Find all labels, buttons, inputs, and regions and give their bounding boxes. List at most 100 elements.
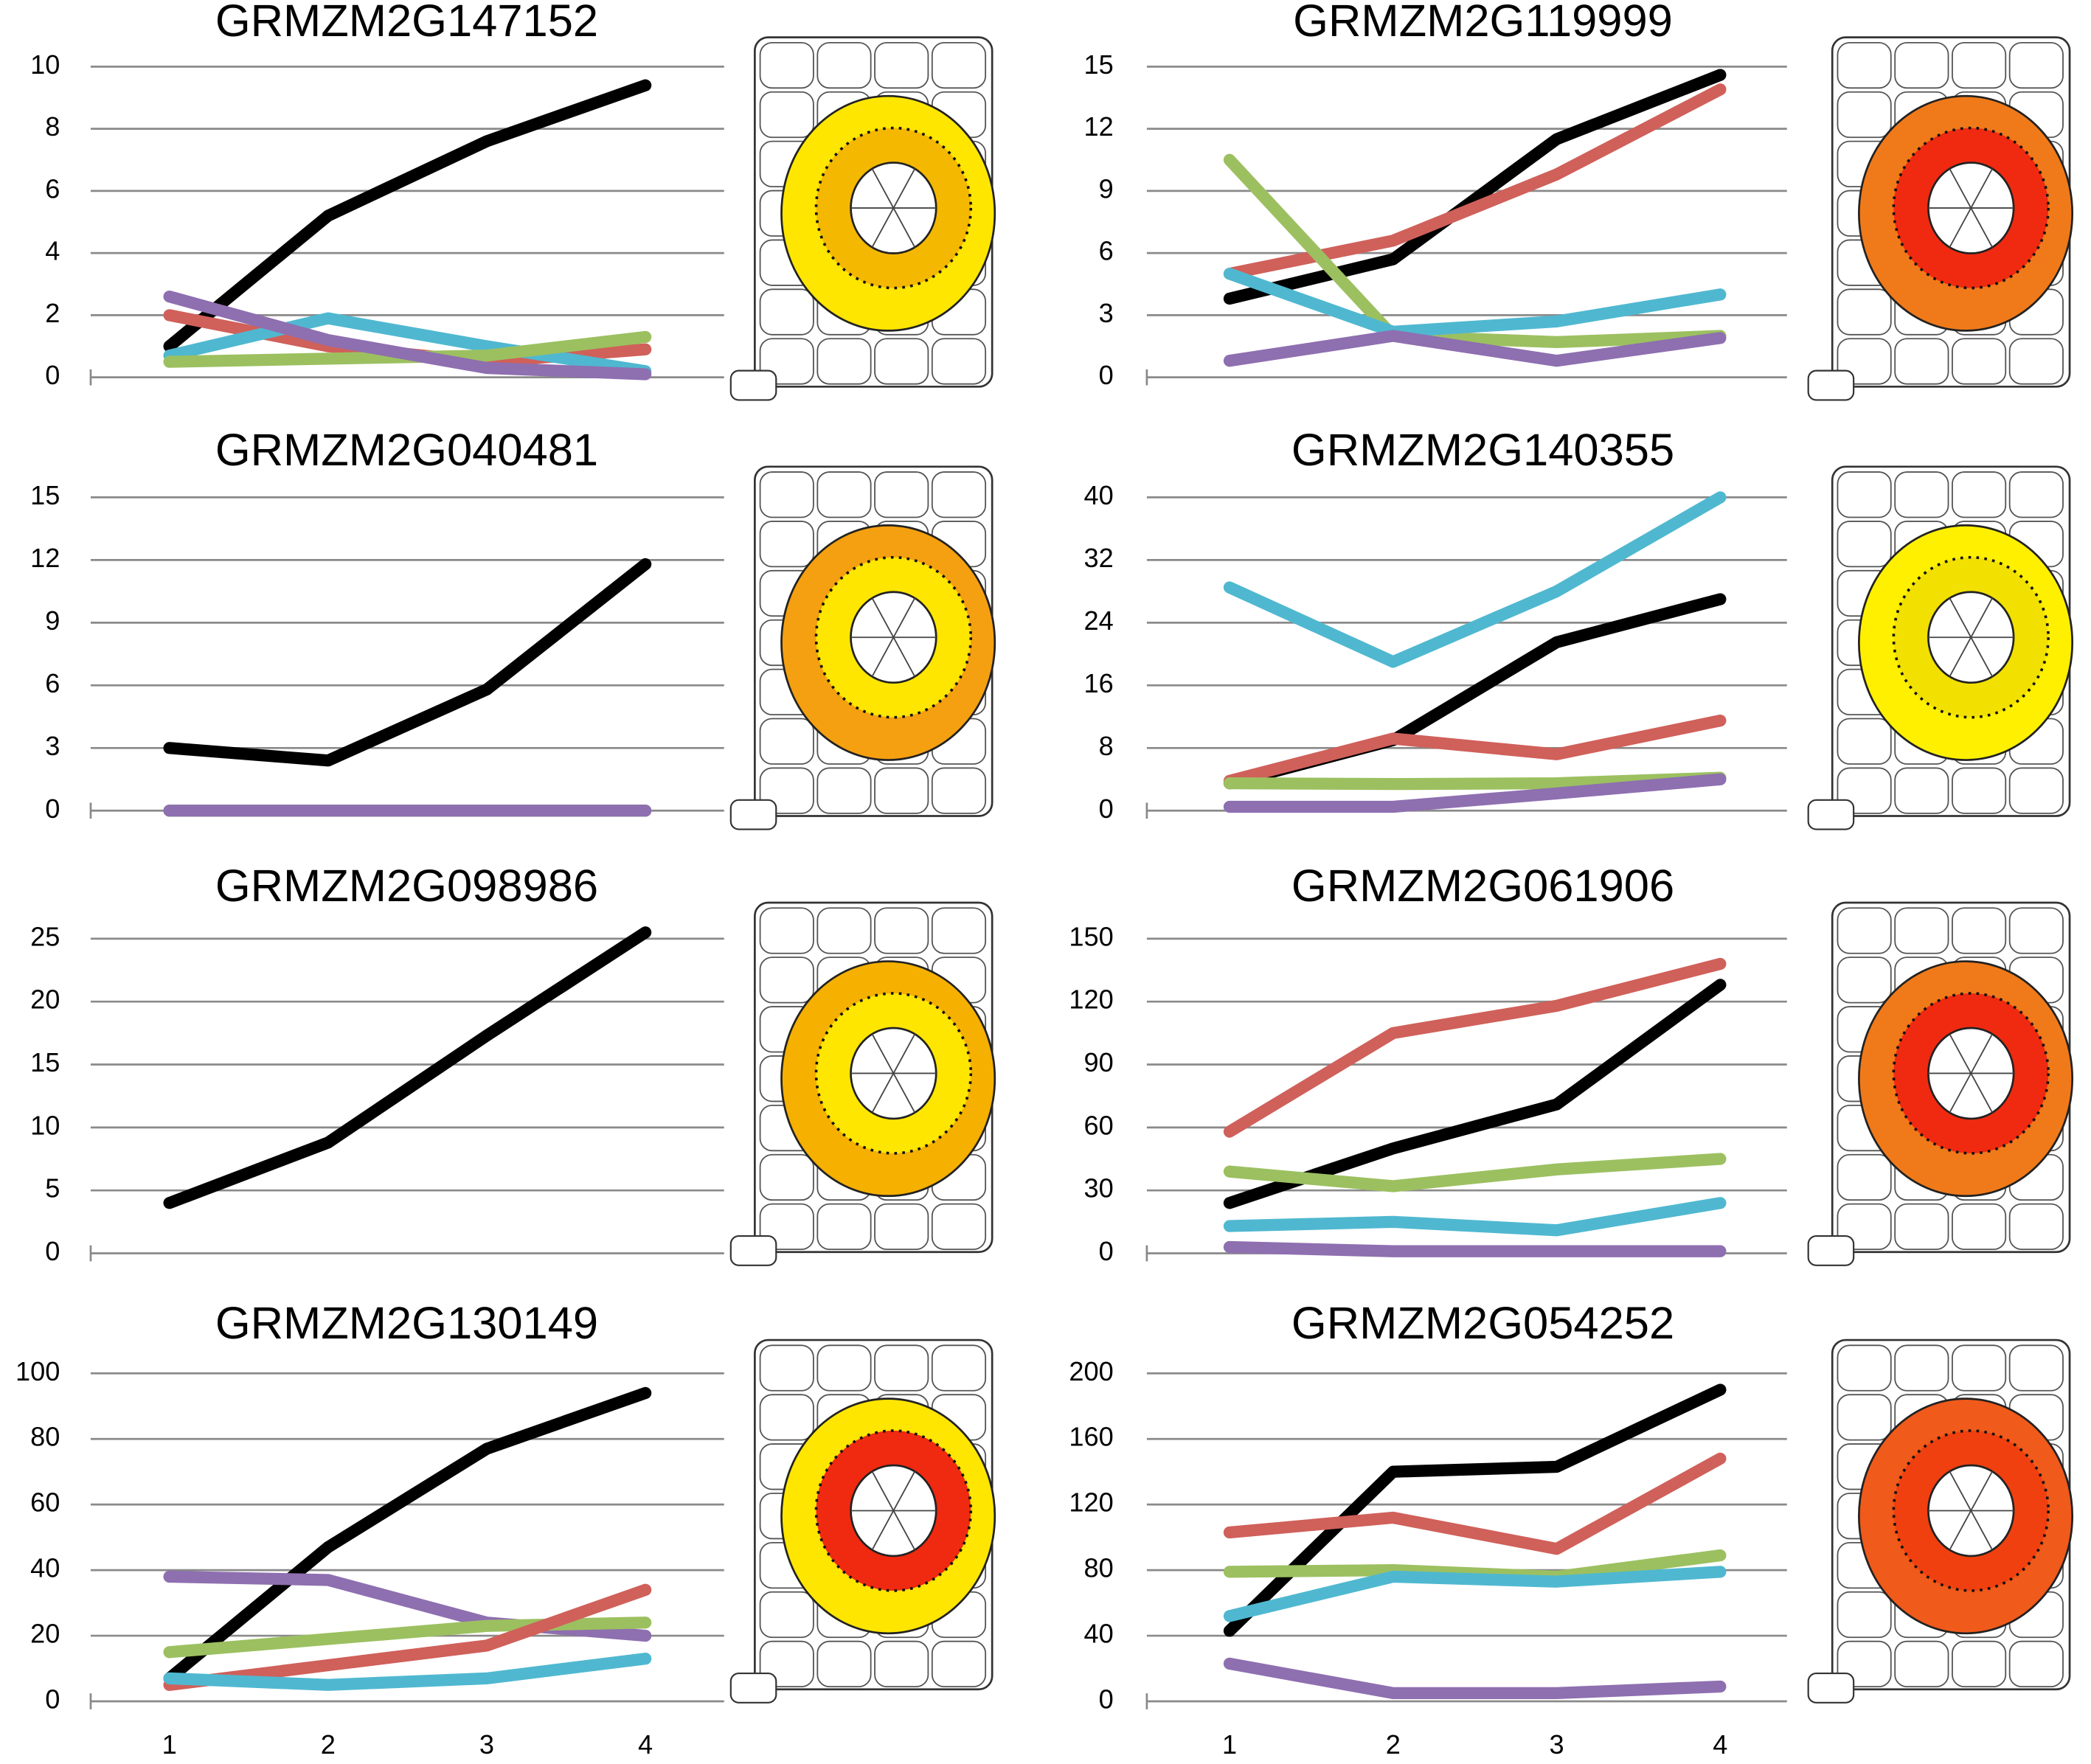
stele-line [892, 168, 916, 209]
cell [1952, 338, 2007, 385]
chart-title: GRMZM2G098986 [215, 861, 598, 911]
series-line [163, 1617, 652, 1659]
x-tick-label: 4 [1713, 1729, 1727, 1760]
cell [759, 1203, 814, 1251]
y-tick-label: 5 [45, 1173, 60, 1204]
cell [816, 767, 872, 814]
series-line [1223, 491, 1727, 668]
cell [1837, 1640, 1892, 1688]
stele-line [1970, 168, 1993, 209]
stele-line [1970, 1510, 1993, 1551]
cell [759, 767, 814, 814]
cell [816, 1640, 872, 1688]
stele-line [871, 1510, 895, 1551]
y-tick-label: 160 [1069, 1422, 1113, 1452]
stele-line [871, 1073, 895, 1114]
cell [1952, 41, 2007, 89]
stele-line [1970, 1470, 1993, 1511]
cell [1837, 1591, 1892, 1639]
cell [931, 767, 987, 814]
y-tick-label: 9 [45, 605, 60, 636]
stele-line [1949, 1073, 1972, 1114]
y-tick-label: 10 [30, 49, 60, 80]
cell [759, 718, 814, 765]
cell [816, 41, 872, 89]
y-tick-label: 8 [45, 111, 60, 142]
cell [759, 1640, 814, 1688]
stele-line [1970, 207, 1993, 248]
series-line [1223, 330, 1727, 367]
cell [1837, 1203, 1892, 1251]
chart-title: GRMZM2G130149 [215, 1298, 598, 1349]
cell [759, 1591, 814, 1639]
base-cell [1807, 369, 1855, 401]
cell [1952, 1640, 2007, 1688]
series-line [1223, 1566, 1727, 1622]
y-tick-label: 0 [1099, 1684, 1114, 1715]
cell [874, 1640, 929, 1688]
series-line [1223, 268, 1727, 338]
cell [1894, 338, 1949, 385]
stele-line [871, 207, 895, 248]
cell [874, 1344, 929, 1392]
cell [931, 1640, 987, 1688]
root-illustration [1807, 901, 2074, 1266]
y-tick-label: 16 [1083, 668, 1113, 698]
y-tick-label: 3 [1099, 298, 1114, 328]
y-tick-label: 100 [15, 1356, 60, 1386]
y-tick-label: 0 [45, 794, 60, 824]
series-line [163, 1653, 652, 1691]
y-tick-label: 20 [30, 985, 60, 1015]
cell [816, 471, 872, 518]
chart-title: GRMZM2G147152 [215, 0, 598, 46]
y-tick-label: 12 [30, 543, 60, 573]
cell [931, 1203, 987, 1251]
cell [1837, 1344, 1892, 1392]
y-tick-label: 24 [1083, 605, 1113, 636]
cell [759, 41, 814, 89]
cell [1894, 41, 1949, 89]
y-tick-label: 0 [45, 1236, 60, 1266]
y-tick-label: 25 [30, 921, 60, 951]
x-tick-label: 3 [1550, 1729, 1564, 1760]
stele-line [1949, 636, 1972, 677]
y-tick-label: 200 [1069, 1356, 1113, 1386]
y-tick-label: 40 [1083, 1619, 1113, 1649]
y-tick-label: 6 [1099, 236, 1114, 266]
y-tick-label: 150 [1069, 921, 1113, 951]
series-line [1223, 1383, 1727, 1637]
y-tick-label: 30 [1083, 1173, 1113, 1204]
y-tick-label: 15 [1083, 49, 1113, 80]
x-tick-label: 2 [1386, 1729, 1401, 1760]
cell [816, 1203, 872, 1251]
stele-line [1949, 597, 1972, 638]
series-line [1223, 83, 1727, 280]
y-tick-label: 40 [30, 1553, 60, 1583]
cell [2008, 338, 2064, 385]
cell [1837, 956, 1892, 1004]
cell [1837, 767, 1892, 814]
cell [1952, 907, 2007, 954]
cell [931, 41, 987, 89]
cell [931, 471, 987, 518]
cell [1894, 1344, 1949, 1392]
stele-line [892, 636, 916, 677]
cell [1952, 767, 2007, 814]
cell [874, 907, 929, 954]
chart-title: GRMZM2G040481 [215, 425, 598, 476]
cell [1837, 41, 1892, 89]
cell [759, 91, 814, 139]
chart-title: GRMZM2G140355 [1291, 425, 1674, 476]
stele-line [1970, 636, 1993, 677]
y-tick-label: 90 [1083, 1047, 1113, 1077]
base-cell [1807, 1235, 1855, 1266]
y-tick-label: 10 [30, 1110, 60, 1140]
series-line [1223, 957, 1727, 1138]
series-line [163, 79, 652, 353]
cell [2008, 41, 2064, 89]
base-cell [1807, 799, 1855, 830]
cell [759, 288, 814, 336]
cell [759, 1344, 814, 1392]
cell [1837, 471, 1892, 518]
